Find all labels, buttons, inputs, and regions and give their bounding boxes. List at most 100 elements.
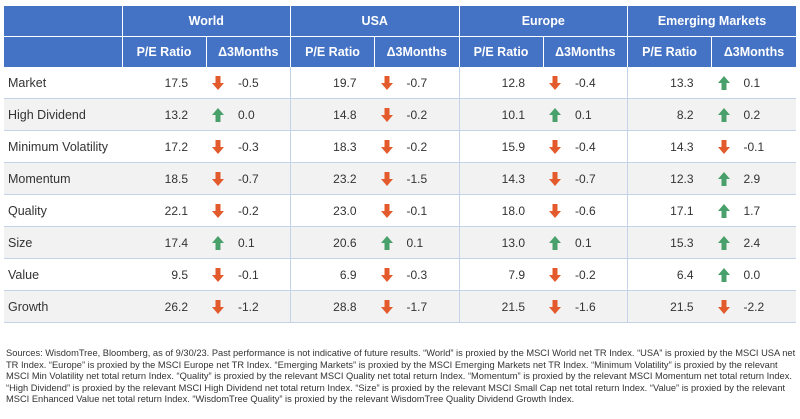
pe-ratio-value: 17.4 [122, 226, 206, 259]
delta-value: -0.7 [406, 75, 428, 90]
delta-cell: 0.0 [206, 98, 291, 131]
pe-ratio-value: 8.2 [627, 98, 712, 131]
delta-cell: 0.1 [543, 98, 628, 131]
delta-cell: 0.1 [543, 226, 628, 259]
delta-cell: -0.7 [543, 162, 628, 195]
delta-value: 0.0 [238, 107, 255, 122]
delta-cell: -0.2 [543, 258, 628, 291]
delta-cell: 0.2 [711, 98, 796, 131]
arrow-down-icon [549, 139, 561, 154]
delta-cell: 2.9 [711, 162, 796, 195]
arrow-down-icon [212, 171, 224, 186]
delta-value: -1.2 [238, 299, 259, 314]
delta-cell: -1.5 [374, 162, 460, 195]
arrow-up-icon [549, 107, 561, 122]
delta-value: -0.4 [575, 139, 596, 154]
arrow-down-icon [380, 171, 393, 186]
delta-value: -0.1 [406, 203, 428, 218]
delta-header: Δ3Months [205, 36, 291, 67]
delta-header: Δ3Months [542, 36, 628, 67]
arrow-down-icon [549, 75, 561, 90]
arrow-down-icon [380, 107, 393, 122]
table-row: Quality 22.1 -0.2 23.0 -0.1 18.0 -0.6 17.1 1.7 [4, 194, 796, 227]
pe-ratio-value: 20.6 [290, 226, 375, 259]
delta-cell: -0.7 [206, 162, 291, 195]
arrow-up-icon [380, 235, 393, 250]
pe-ratio-value: 15.3 [627, 226, 712, 259]
delta-cell: -0.1 [206, 258, 291, 291]
arrow-up-icon [717, 171, 730, 186]
table-row: High Dividend 13.2 0.0 14.8 -0.2 10.1 0.1 8.2 0.… [4, 98, 796, 131]
delta-header: Δ3Months [711, 36, 796, 67]
delta-cell: -0.1 [711, 130, 796, 163]
arrow-up-icon [212, 235, 224, 250]
arrow-down-icon [717, 299, 730, 314]
delta-cell: -0.6 [543, 194, 628, 227]
arrow-down-icon [549, 171, 561, 186]
pe-ratio-value: 14.8 [290, 98, 375, 131]
arrow-down-icon [380, 267, 393, 282]
pe-ratio-value: 13.0 [459, 226, 543, 259]
pe-ratio-value: 23.2 [290, 162, 375, 195]
region-header-usa: USA [290, 6, 459, 37]
delta-cell: -0.4 [543, 130, 628, 163]
delta-value: 0.1 [743, 75, 761, 90]
delta-cell: -2.2 [711, 290, 796, 323]
pe-ratio-value: 14.3 [627, 130, 712, 163]
arrow-up-icon [717, 203, 730, 218]
pe-ratio-value: 18.0 [459, 194, 543, 227]
pe-ratio-value: 28.8 [290, 290, 375, 323]
pe-ratio-value: 19.7 [290, 67, 375, 99]
delta-cell: -0.2 [206, 194, 291, 227]
delta-value: -0.5 [238, 75, 259, 90]
table-body: Market 17.5 -0.5 19.7 -0.7 12.8 -0.4 13.3 0.1 Hig… [4, 67, 796, 323]
arrow-down-icon [549, 299, 561, 314]
delta-cell: -1.6 [543, 290, 628, 323]
pe-ratio-value: 14.3 [459, 162, 543, 195]
arrow-up-icon [717, 107, 730, 122]
delta-value: -0.3 [406, 267, 428, 282]
delta-cell: -0.5 [206, 67, 291, 99]
pe-ratio-value: 21.5 [627, 290, 712, 323]
arrow-down-icon [549, 267, 561, 282]
pe-header: P/E Ratio [458, 36, 543, 67]
delta-value: -0.2 [406, 107, 428, 122]
row-label: Market [4, 67, 122, 99]
arrow-down-icon [717, 139, 730, 154]
pe-ratio-value: 22.1 [122, 194, 206, 227]
table-row: Size 17.4 0.1 20.6 0.1 13.0 0.1 15.3 2.4 [4, 226, 796, 259]
delta-value: 0.1 [238, 235, 255, 250]
delta-cell: -0.3 [206, 130, 291, 163]
delta-value: -0.4 [575, 75, 596, 90]
arrow-down-icon [212, 203, 224, 218]
delta-cell: 0.1 [206, 226, 291, 259]
delta-cell: -0.3 [374, 258, 460, 291]
pe-ratio-table: World USA Europe Emerging Markets P/E Ra… [4, 6, 796, 323]
pe-ratio-value: 13.2 [122, 98, 206, 131]
delta-cell: -1.2 [206, 290, 291, 323]
pe-ratio-value: 12.3 [627, 162, 712, 195]
pe-ratio-value: 7.9 [459, 258, 543, 291]
arrow-up-icon [717, 75, 730, 90]
table-row: Minimum Volatility 17.2 -0.3 18.3 -0.2 15.9 -0… [4, 130, 796, 163]
delta-cell: 0.1 [374, 226, 460, 259]
row-label: Momentum [4, 162, 122, 195]
arrow-up-icon [549, 235, 561, 250]
arrow-down-icon [380, 203, 393, 218]
delta-value: -0.2 [575, 267, 596, 282]
delta-value: 0.2 [743, 107, 761, 122]
delta-cell: -0.7 [374, 67, 460, 99]
pe-ratio-value: 21.5 [459, 290, 543, 323]
pe-ratio-value: 10.1 [459, 98, 543, 131]
delta-value: 0.1 [406, 235, 424, 250]
row-label: Minimum Volatility [4, 130, 122, 163]
arrow-down-icon [212, 75, 224, 90]
delta-value: -0.7 [575, 171, 596, 186]
delta-value: 0.0 [743, 267, 761, 282]
sources-footnote: Sources: WisdomTree, Bloomberg, as of 9/… [6, 348, 796, 405]
delta-value: -0.6 [575, 203, 596, 218]
corner-cell [4, 36, 122, 67]
arrow-up-icon [717, 267, 730, 282]
pe-header: P/E Ratio [627, 36, 712, 67]
arrow-down-icon [549, 203, 561, 218]
